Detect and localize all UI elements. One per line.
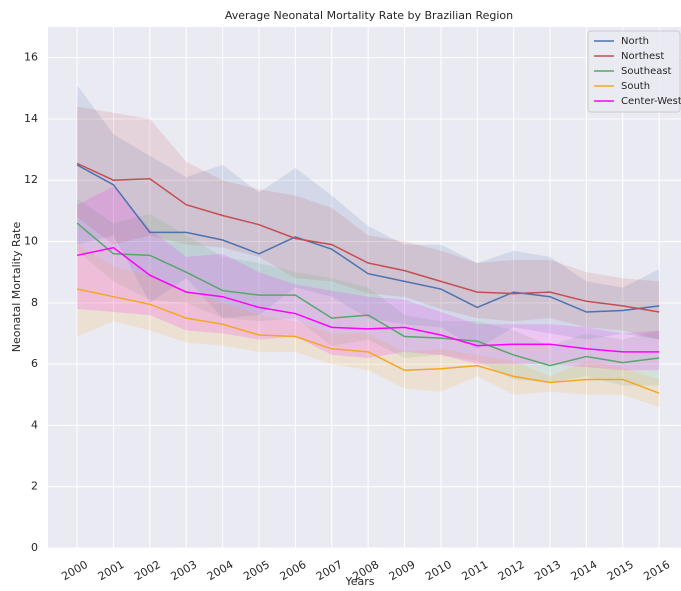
chart-title: Average Neonatal Mortality Rate by Brazi…	[225, 9, 513, 22]
confidence-band	[77, 244, 660, 408]
y-axis-label: Neonatal Mortality Rate	[10, 222, 23, 353]
line	[76, 288, 660, 394]
legend-label: South	[621, 81, 650, 92]
y-tick-label: 14	[24, 112, 38, 125]
x-tick-label: 2007	[314, 558, 345, 583]
y-tick-label: 4	[31, 418, 38, 431]
line	[76, 164, 660, 313]
line	[76, 162, 660, 313]
legend-label: North	[621, 36, 649, 47]
line	[76, 222, 660, 367]
y-tick-label: 8	[31, 296, 38, 309]
x-axis-label: Years	[344, 575, 374, 587]
x-tick-label: 2013	[532, 558, 563, 583]
x-tick-label: 2006	[278, 558, 309, 583]
x-tick-label: 2003	[168, 558, 199, 583]
confidence-band	[77, 198, 660, 386]
x-tick-label: 2004	[205, 558, 236, 583]
legend-label: Northest	[621, 51, 664, 62]
x-tick-label: 2014	[569, 558, 600, 583]
x-tick-label: 2002	[132, 558, 163, 583]
legend-box	[587, 30, 681, 113]
y-tick-label: 10	[24, 235, 38, 248]
line	[76, 246, 660, 353]
y-tick-label: 16	[24, 51, 38, 64]
confidence-band	[77, 85, 660, 349]
y-tick-label: 2	[31, 480, 38, 493]
x-tick-label: 2011	[460, 558, 491, 583]
x-tick-label: 2005	[241, 558, 272, 583]
x-tick-label: 2001	[96, 558, 127, 583]
y-tick-label: 6	[31, 357, 38, 370]
y-tick-label: 0	[31, 541, 38, 554]
x-tick-label: 2012	[496, 558, 527, 583]
confidence-band	[77, 106, 660, 340]
x-tick-label: 2009	[387, 558, 418, 583]
plot-area	[48, 27, 681, 548]
x-tick-label: 2010	[423, 558, 454, 583]
y-tick-label: 12	[24, 173, 38, 186]
x-tick-label: 2016	[641, 558, 672, 583]
legend-label: Center-West	[621, 96, 681, 107]
legend-label: Southeast	[621, 66, 672, 77]
x-tick-label: 2015	[605, 558, 636, 583]
x-tick-label: 2000	[59, 558, 90, 583]
